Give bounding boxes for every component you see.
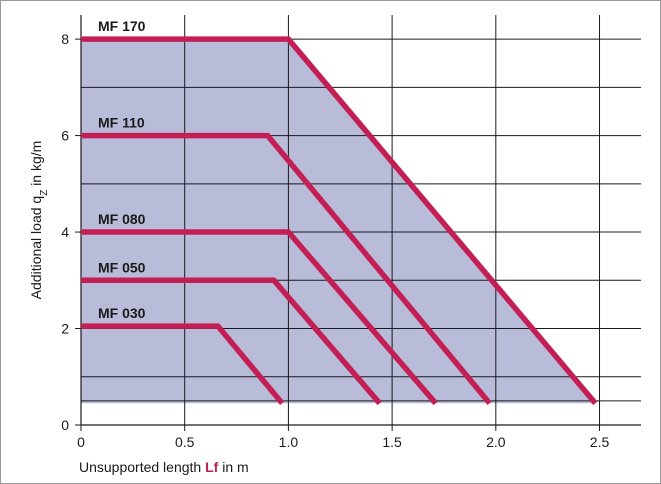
y-tick-label: 2 xyxy=(61,321,69,337)
series-line xyxy=(81,323,285,406)
y-tick-label: 6 xyxy=(61,128,69,144)
y-tick-label: 8 xyxy=(61,31,69,47)
series-layer xyxy=(81,36,598,406)
x-tick-label: 1.0 xyxy=(279,434,299,450)
x-tick-label: 0.5 xyxy=(175,434,195,450)
y-tick-label: 4 xyxy=(61,224,69,240)
x-tick-label: 2.0 xyxy=(486,434,506,450)
series-line xyxy=(81,36,598,406)
x-title-symbol: Lf xyxy=(205,459,219,475)
series-line xyxy=(81,229,438,406)
y-title-prefix: Additional load q xyxy=(28,196,44,300)
series-line xyxy=(81,132,492,406)
x-title-prefix: Unsupported length xyxy=(79,459,205,475)
x-axis-title: Unsupported length Lf in m xyxy=(79,459,249,475)
label-layer: MF 170 MF 110 MF 080 MF 050 MF 030 xyxy=(98,18,146,321)
y-axis-title: Additional load qZ in kg/m xyxy=(28,141,50,300)
series-label: MF 110 xyxy=(98,115,145,131)
x-title-suffix: in m xyxy=(218,459,248,475)
y-title-subscript: Z xyxy=(39,190,50,196)
series-label: MF 170 xyxy=(98,18,146,34)
x-tick-label: 0 xyxy=(77,434,85,450)
series-label: MF 050 xyxy=(98,259,146,275)
x-tick-label: 2.5 xyxy=(590,434,610,450)
axis-layer: 0 0.5 1.0 1.5 2.0 2.5 0 2 4 6 8 xyxy=(61,15,641,450)
series-line xyxy=(81,277,382,406)
y-tick-label: 0 xyxy=(61,417,69,433)
y-title-suffix: in kg/m xyxy=(28,141,44,190)
series-label: MF 030 xyxy=(98,305,146,321)
series-label: MF 080 xyxy=(98,211,146,227)
x-tick-label: 1.5 xyxy=(382,434,402,450)
